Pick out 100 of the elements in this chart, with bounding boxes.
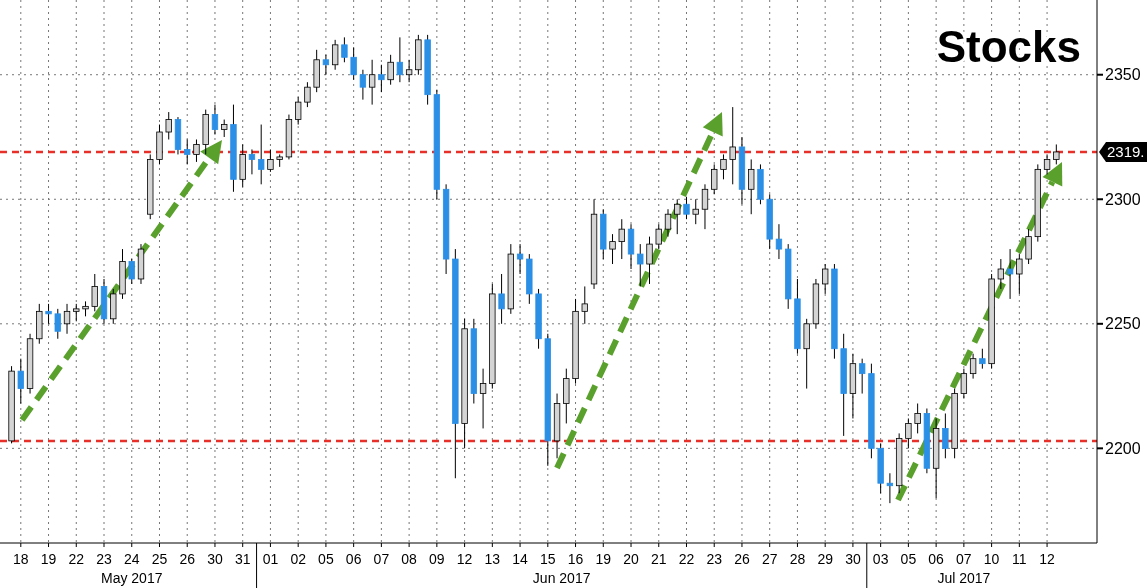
x-tick-label: 24	[123, 551, 140, 567]
x-tick-label: 06	[345, 551, 362, 567]
x-tick-label: 12	[1039, 551, 1056, 567]
x-tick-label: 30	[845, 551, 861, 567]
candlestick	[942, 412, 949, 459]
candlestick	[91, 273, 98, 312]
candlestick	[387, 54, 394, 86]
x-tick-label: 08	[401, 551, 418, 567]
x-tick-label: 19	[595, 551, 612, 567]
x-tick-label: 05	[900, 551, 917, 567]
candlestick	[63, 303, 71, 335]
candlestick	[674, 198, 681, 235]
x-tick-label: 18	[13, 551, 29, 567]
candlestick	[304, 81, 311, 108]
candlestick	[359, 69, 367, 101]
candlestick	[858, 358, 866, 395]
candlestick	[396, 36, 404, 83]
candlestick	[128, 258, 135, 285]
x-tick-label: 14	[512, 551, 529, 567]
x-tick-label: 23	[96, 551, 113, 567]
candlestick	[295, 96, 302, 126]
x-tick-label: 22	[68, 551, 85, 567]
text: Jun 2017	[532, 570, 591, 586]
text: Jul 2017	[937, 570, 991, 586]
y-tick-label: 2250	[1105, 315, 1141, 333]
candlestick	[960, 368, 968, 400]
y-tick-label: 2200	[1105, 439, 1141, 457]
x-tick-label: 05	[318, 551, 334, 567]
candlestick	[45, 303, 52, 325]
candlestick	[748, 158, 755, 215]
candlestick	[581, 285, 588, 325]
x-tick-label: 21	[650, 551, 667, 567]
x-tick-label: 23	[706, 551, 723, 567]
x-tick-label: 10	[983, 551, 1000, 567]
x-tick-label: 12	[456, 551, 473, 567]
candlestick	[997, 258, 1005, 290]
candlestick	[479, 368, 487, 429]
x-tick-label: 07	[373, 551, 390, 567]
x-tick-label: 26	[179, 551, 196, 567]
x-tick-label: 27	[761, 551, 778, 567]
x-tick-label: 15	[540, 551, 556, 567]
x-tick-label: 13	[484, 551, 501, 567]
candlestick	[914, 403, 921, 434]
candlestick	[184, 138, 191, 165]
x-tick-label: 11	[1012, 551, 1027, 567]
x-tick-label: 07	[956, 551, 972, 567]
candlestick	[969, 353, 977, 380]
candlestick	[331, 39, 339, 71]
candlestick	[646, 236, 653, 285]
x-tick-label: 19	[40, 551, 57, 567]
candlestick	[267, 148, 274, 173]
candlestick	[1053, 143, 1060, 165]
candlestick	[1043, 153, 1051, 175]
x-tick-label: 29	[817, 551, 834, 567]
candlestick	[322, 54, 330, 76]
candlestick	[193, 138, 200, 163]
candlestick	[609, 233, 616, 265]
candlestick	[211, 104, 219, 135]
candlestick	[378, 64, 385, 93]
candlestick	[775, 223, 783, 260]
x-tick-label: 06	[928, 551, 945, 567]
candlestick	[498, 273, 505, 325]
candlestick	[905, 417, 912, 449]
x-tick-label: 30	[207, 551, 223, 567]
candlestick	[1025, 228, 1032, 265]
candlestick	[655, 223, 662, 250]
candlestick	[1006, 248, 1014, 300]
x-tick-label: 25	[151, 551, 168, 567]
x-tick-label: 22	[678, 551, 695, 567]
candlestick	[248, 148, 256, 175]
candlestick	[692, 198, 699, 225]
candlestick	[405, 59, 413, 83]
candlestick	[729, 106, 736, 185]
candlestick	[17, 358, 24, 405]
x-tick-label: 02	[290, 551, 307, 567]
candlestick	[664, 208, 672, 238]
x-tick-label: 03	[872, 551, 889, 567]
candlestick	[711, 163, 718, 195]
candlestick	[618, 218, 625, 260]
x-tick-label: 01	[262, 551, 279, 567]
candlestick	[350, 46, 357, 81]
x-tick-label: 26	[734, 551, 750, 567]
candlestick	[979, 348, 986, 370]
x-tick-label: 28	[789, 551, 806, 567]
candlestick	[165, 111, 172, 140]
candlestick	[341, 36, 348, 63]
text: May 2017	[101, 570, 163, 586]
candlestick	[258, 124, 265, 185]
candlestick	[1016, 253, 1023, 295]
candlestick	[886, 472, 894, 504]
y-tick-label: 2300	[1105, 190, 1141, 208]
x-tick-label: 16	[567, 551, 584, 567]
x-tick-label: 31	[234, 551, 251, 567]
candlestick	[720, 153, 727, 180]
text: 2319.	[1107, 143, 1145, 161]
text: Stocks	[936, 22, 1081, 71]
candlestick	[701, 183, 709, 230]
candlestick	[637, 243, 644, 287]
candlestick	[368, 59, 376, 106]
x-tick-label: 20	[623, 551, 640, 567]
